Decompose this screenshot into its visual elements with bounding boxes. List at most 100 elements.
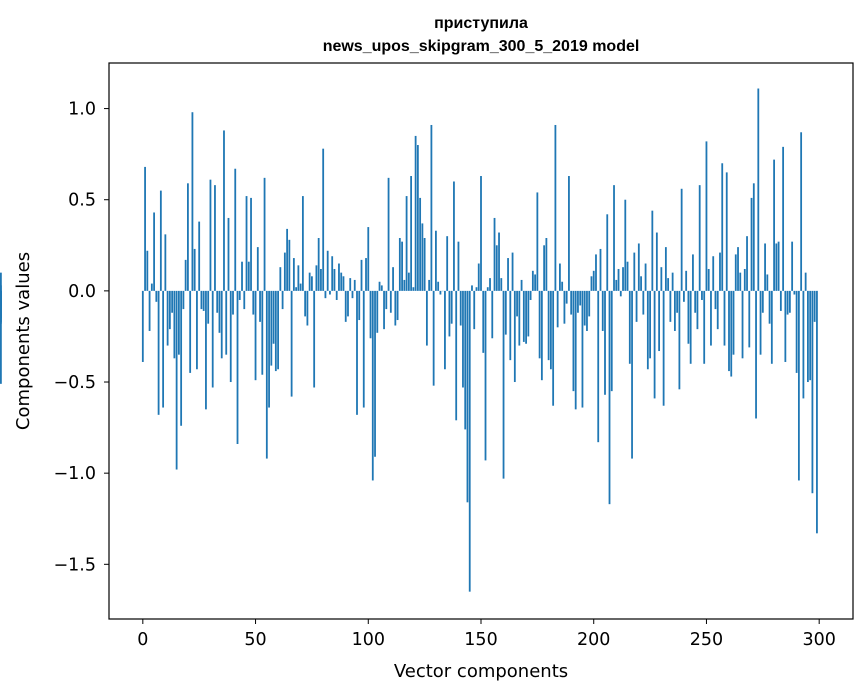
bar-183 <box>554 124 557 291</box>
bar-20 <box>187 183 189 291</box>
bar-33 <box>216 290 219 313</box>
bar-6 <box>155 290 158 302</box>
bar-157 <box>495 245 498 291</box>
bar-113 <box>396 290 399 321</box>
bar-260 <box>728 290 730 372</box>
bar-124 <box>421 223 424 291</box>
bar-42 <box>236 290 239 444</box>
bar-54 <box>263 177 266 291</box>
bar-180 <box>547 290 550 361</box>
bar-122 <box>416 145 419 291</box>
bar-206 <box>606 214 609 291</box>
bar-28 <box>205 290 207 410</box>
bar-134 <box>444 290 446 370</box>
bar-178 <box>543 245 546 291</box>
bar-150 <box>480 176 482 291</box>
bar-219 <box>635 290 638 322</box>
bar-12 <box>168 290 171 330</box>
bar-30 <box>209 179 212 291</box>
bar-undefined <box>0 290 2 384</box>
bar-2 <box>146 250 149 291</box>
bar-246 <box>696 290 699 330</box>
bar-293 <box>802 290 805 399</box>
bar-282 <box>777 241 780 291</box>
bar-155 <box>491 290 494 339</box>
bar-275 <box>761 290 764 313</box>
bar-66 <box>290 290 293 397</box>
x-tick-label: 0 <box>137 630 148 650</box>
bar-214 <box>624 199 627 291</box>
bar-87 <box>338 263 340 291</box>
bar-176 <box>538 290 541 359</box>
bar-19 <box>184 259 187 291</box>
bar-26 <box>200 290 203 310</box>
bar-169 <box>522 290 525 342</box>
bar-208 <box>610 290 613 392</box>
bar-265 <box>739 272 742 291</box>
bar-213 <box>622 267 624 291</box>
bar-256 <box>719 252 721 291</box>
bar-67 <box>292 258 295 291</box>
bar-82 <box>326 250 329 291</box>
bar-119 <box>410 176 413 291</box>
chart-title: приступила <box>434 15 528 32</box>
y-axis-label: Components values <box>13 252 34 430</box>
bar-0 <box>141 290 144 362</box>
bar-127 <box>428 279 431 291</box>
y-tick-label: 1.0 <box>68 100 96 120</box>
bar-21 <box>189 290 192 373</box>
bar-118 <box>407 272 410 291</box>
bar-50 <box>254 290 257 381</box>
bar-227 <box>653 290 656 399</box>
bar-139 <box>455 290 458 421</box>
bar-195 <box>581 290 584 408</box>
bar-63 <box>283 252 286 291</box>
bar-258 <box>723 290 726 346</box>
bar-234 <box>669 290 672 322</box>
bar-5 <box>153 212 155 291</box>
bar-126 <box>425 290 428 346</box>
bar-16 <box>177 290 180 355</box>
bar-10 <box>164 234 167 291</box>
bar-278 <box>768 290 771 324</box>
bar-164 <box>511 252 514 291</box>
bar-9 <box>162 290 165 408</box>
bar-267 <box>743 268 746 291</box>
bar-270 <box>750 197 753 291</box>
bar-24 <box>196 290 198 370</box>
bar-154 <box>489 278 491 291</box>
bar-166 <box>516 290 518 317</box>
bar-291 <box>797 290 800 481</box>
bar-189 <box>568 176 570 291</box>
bar-86 <box>335 290 338 300</box>
bar-276 <box>764 243 766 291</box>
bar-158 <box>498 232 500 291</box>
bar-96 <box>358 290 361 321</box>
bar-97 <box>360 259 363 291</box>
bar-77 <box>315 265 318 291</box>
bar-149 <box>477 263 480 291</box>
bar-13 <box>171 290 174 313</box>
bar-255 <box>716 290 719 330</box>
bar-141 <box>459 290 462 326</box>
bar-25 <box>198 221 201 291</box>
bar-53 <box>261 290 264 375</box>
bar-281 <box>775 243 778 291</box>
bar-140 <box>457 241 460 291</box>
bar-231 <box>662 290 665 406</box>
bar-39 <box>229 290 232 383</box>
bar-203 <box>599 248 602 291</box>
bar-229 <box>658 290 661 352</box>
bar-47 <box>247 261 250 291</box>
bar-130 <box>435 230 437 291</box>
bar-251 <box>707 268 710 291</box>
bar-252 <box>710 290 712 346</box>
x-axis-label: Vector components <box>394 661 568 682</box>
bar-89 <box>342 276 345 291</box>
bar-1 <box>144 166 146 291</box>
bar-204 <box>601 290 604 331</box>
bar-185 <box>559 263 561 291</box>
bar-288 <box>791 241 794 291</box>
bar-188 <box>565 290 568 304</box>
